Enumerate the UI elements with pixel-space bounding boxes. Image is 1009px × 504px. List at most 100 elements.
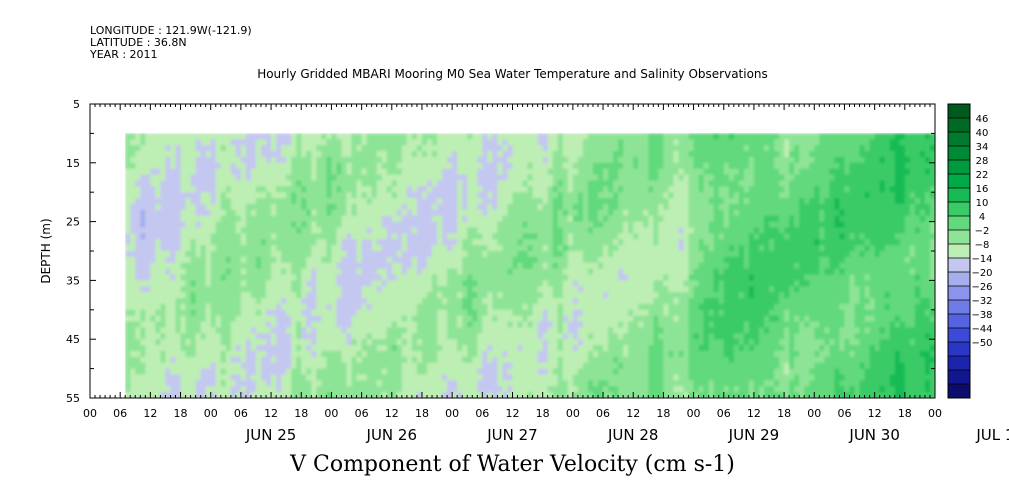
heatmap-cell — [472, 239, 479, 246]
heatmap-cell — [411, 274, 418, 281]
heatmap-cell — [150, 245, 157, 252]
heatmap-cell — [613, 274, 619, 281]
heatmap-cell — [245, 339, 252, 346]
heatmap-cell — [276, 392, 282, 398]
heatmap-cell — [442, 362, 448, 370]
heatmap-cell — [205, 209, 212, 217]
heatmap-cell — [406, 203, 413, 211]
heatmap-cell — [286, 151, 292, 158]
heatmap-cell — [200, 215, 207, 223]
heatmap-cell — [190, 180, 197, 187]
heatmap-cell — [135, 362, 142, 370]
heatmap-cell — [125, 221, 132, 229]
heatmap-cell — [291, 392, 298, 398]
heatmap-cell — [195, 345, 202, 352]
heatmap-cell — [220, 186, 227, 193]
heatmap-cell — [462, 392, 469, 398]
heatmap-cell — [261, 245, 267, 252]
heatmap-cell — [472, 139, 479, 146]
heatmap-cell — [502, 221, 509, 229]
heatmap-cell — [160, 280, 167, 287]
heatmap-cell — [376, 350, 383, 358]
heatmap-cell — [507, 274, 514, 281]
heatmap-cell — [291, 192, 298, 199]
heatmap-cell — [447, 168, 453, 176]
heatmap-cell — [472, 356, 479, 364]
heatmap-cell — [472, 198, 479, 205]
heatmap-cell — [195, 262, 202, 270]
heatmap-cell — [552, 162, 559, 170]
heatmap-cell — [245, 327, 252, 334]
heatmap-cell — [598, 350, 604, 358]
heatmap-cell — [296, 309, 303, 317]
heatmap-cell — [663, 309, 670, 317]
heatmap-cell — [532, 133, 539, 140]
heatmap-cell — [311, 215, 318, 223]
heatmap-cell — [638, 350, 645, 358]
heatmap-cell — [220, 380, 227, 387]
heatmap-cell — [165, 256, 172, 264]
heatmap-cell — [130, 256, 137, 264]
heatmap-cell — [291, 221, 298, 229]
heatmap-cell — [361, 350, 368, 358]
heatmap-cell — [618, 139, 624, 146]
heatmap-cell — [618, 227, 624, 234]
heatmap-cell — [220, 168, 227, 176]
heatmap-cell — [452, 233, 458, 240]
heatmap-cell — [286, 215, 292, 223]
heatmap-cell — [648, 345, 655, 352]
heatmap-cell — [200, 356, 207, 364]
heatmap-cell — [673, 156, 680, 164]
heatmap-cell — [452, 156, 458, 164]
heatmap-cell — [502, 345, 509, 352]
heatmap-cell — [301, 233, 308, 240]
heatmap-cell — [532, 174, 539, 182]
heatmap-cell — [462, 192, 469, 199]
heatmap-cell — [376, 180, 383, 187]
heatmap-cell — [336, 203, 343, 211]
heatmap-cell — [457, 139, 463, 146]
heatmap-cell — [678, 292, 685, 299]
heatmap-cell — [653, 186, 660, 193]
heatmap-cell — [587, 368, 594, 376]
heatmap-cell — [160, 386, 167, 393]
heatmap-cell — [653, 303, 660, 311]
heatmap-cell — [437, 139, 443, 146]
heatmap-cell — [462, 209, 469, 217]
heatmap-cell — [643, 198, 650, 205]
heatmap-cell — [598, 198, 604, 205]
heatmap-cell — [346, 345, 353, 352]
heatmap-cell — [130, 174, 137, 182]
heatmap-cell — [205, 274, 212, 281]
heatmap-cell — [683, 139, 690, 146]
heatmap-cell — [426, 198, 433, 205]
heatmap-cell — [522, 251, 529, 258]
heatmap-cell — [331, 286, 338, 293]
heatmap-cell — [125, 198, 132, 205]
heatmap-cell — [140, 256, 147, 264]
heatmap-cell — [291, 350, 298, 358]
heatmap-cell — [512, 298, 519, 305]
heatmap-cell — [401, 180, 408, 187]
heatmap-cell — [628, 145, 635, 152]
heatmap-cell — [130, 215, 137, 223]
heatmap-cell — [190, 239, 197, 246]
heatmap-cell — [376, 145, 383, 152]
heatmap-cell — [492, 392, 499, 398]
heatmap-cell — [261, 221, 267, 229]
heatmap-cell — [341, 227, 348, 234]
heatmap-cell — [492, 262, 499, 270]
heatmap-cell — [598, 386, 604, 393]
heatmap-cell — [301, 292, 308, 299]
heatmap-cell — [411, 139, 418, 146]
heatmap-cell — [623, 274, 629, 281]
heatmap-cell — [271, 309, 277, 317]
heatmap-cell — [165, 215, 172, 223]
heatmap-cell — [245, 380, 252, 387]
heatmap-cell — [401, 345, 408, 352]
heatmap-cell — [572, 280, 579, 287]
heatmap-cell — [190, 321, 197, 329]
heatmap-cell — [301, 162, 308, 170]
heatmap-cell — [150, 186, 157, 193]
heatmap-cell — [582, 262, 589, 270]
